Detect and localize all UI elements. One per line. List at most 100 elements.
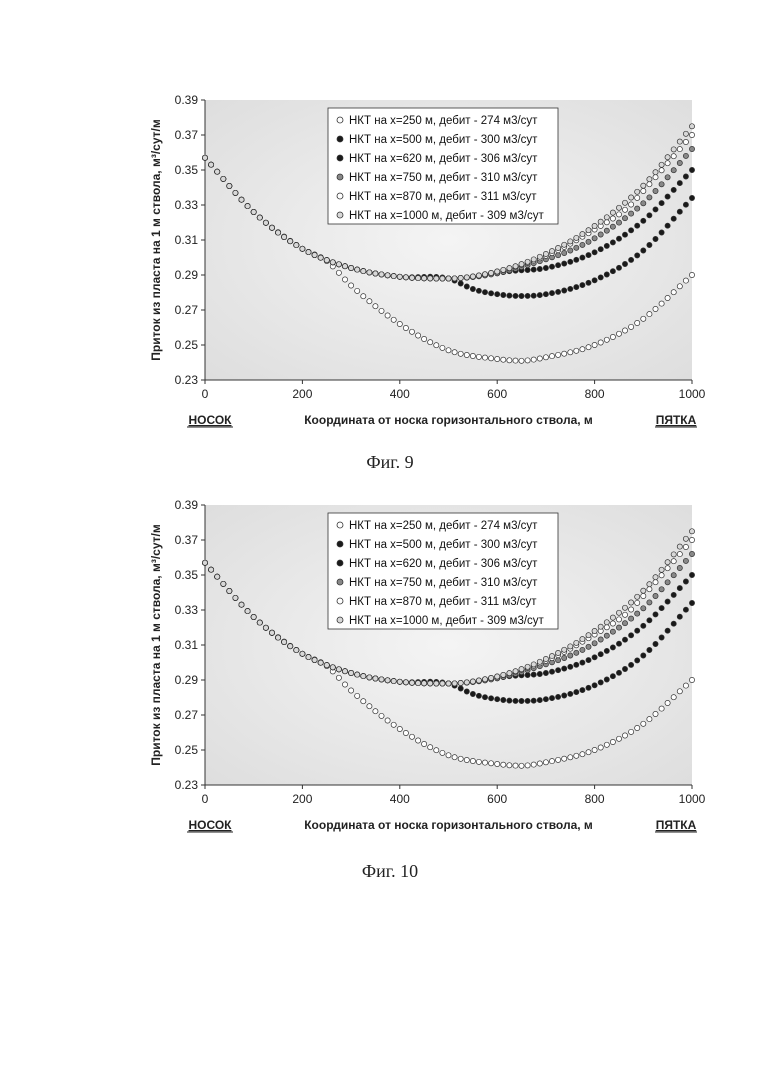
data-point xyxy=(677,209,682,214)
data-point xyxy=(440,276,445,281)
data-point xyxy=(434,276,439,281)
data-point xyxy=(434,748,439,753)
data-point xyxy=(446,681,451,686)
x-tick-label: 800 xyxy=(585,387,605,401)
y-tick-label: 0.31 xyxy=(175,638,199,652)
data-point xyxy=(355,693,360,698)
data-point xyxy=(342,682,347,687)
legend: НКТ на x=250 м, дебит - 274 м3/сутНКТ на… xyxy=(328,513,558,629)
data-point xyxy=(671,552,676,557)
data-point xyxy=(537,671,542,676)
data-point xyxy=(342,264,347,269)
data-point xyxy=(422,681,427,686)
data-point xyxy=(629,729,634,734)
data-point xyxy=(574,245,579,250)
data-point xyxy=(622,612,627,617)
data-point xyxy=(531,293,536,298)
data-point xyxy=(629,633,634,638)
data-point xyxy=(641,588,646,593)
data-point xyxy=(635,195,640,200)
data-point xyxy=(507,266,512,271)
data-point xyxy=(556,757,561,762)
legend-marker xyxy=(337,617,343,623)
data-point xyxy=(537,356,542,361)
data-point xyxy=(647,182,652,187)
data-point xyxy=(689,551,694,556)
data-point xyxy=(458,351,463,356)
data-point xyxy=(379,272,384,277)
data-point xyxy=(482,290,487,295)
data-point xyxy=(227,588,232,593)
data-point xyxy=(306,655,311,660)
data-point xyxy=(598,637,603,642)
data-point xyxy=(647,717,652,722)
data-point xyxy=(659,182,664,187)
data-point xyxy=(239,602,244,607)
data-point xyxy=(610,224,615,229)
data-point xyxy=(562,351,567,356)
data-point xyxy=(598,247,603,252)
data-point xyxy=(422,741,427,746)
data-point xyxy=(677,147,682,152)
data-point xyxy=(629,607,634,612)
data-point xyxy=(385,718,390,723)
data-point xyxy=(647,177,652,182)
data-point xyxy=(556,668,561,673)
data-point xyxy=(622,216,627,221)
data-point xyxy=(397,726,402,731)
data-point xyxy=(543,760,548,765)
data-point xyxy=(422,276,427,281)
data-point xyxy=(379,677,384,682)
data-point xyxy=(428,276,433,281)
data-point xyxy=(659,635,664,640)
legend: НКТ на x=250 м, дебит - 274 м3/сутНКТ на… xyxy=(328,108,558,224)
data-point xyxy=(677,689,682,694)
data-point xyxy=(580,637,585,642)
data-point xyxy=(610,210,615,215)
data-point xyxy=(580,283,585,288)
data-point xyxy=(604,228,609,233)
data-point xyxy=(635,600,640,605)
data-point xyxy=(476,354,481,359)
data-point xyxy=(659,201,664,206)
data-point xyxy=(604,215,609,220)
data-point xyxy=(446,348,451,353)
y-tick-label: 0.31 xyxy=(175,233,199,247)
data-point xyxy=(489,761,494,766)
data-point xyxy=(556,253,561,258)
data-point xyxy=(580,647,585,652)
data-point xyxy=(324,663,329,668)
data-point xyxy=(604,272,609,277)
data-point xyxy=(549,354,554,359)
data-point xyxy=(574,650,579,655)
data-point xyxy=(683,579,688,584)
data-point xyxy=(251,614,256,619)
data-point xyxy=(537,659,542,664)
data-point xyxy=(543,697,548,702)
data-point xyxy=(501,762,506,767)
data-point xyxy=(586,750,591,755)
legend-label: НКТ на x=1000 м, дебит - 309 м3/сут xyxy=(349,210,545,222)
data-point xyxy=(592,236,597,241)
data-point xyxy=(495,269,500,274)
legend-marker xyxy=(337,155,343,161)
data-point xyxy=(269,225,274,230)
data-point xyxy=(379,308,384,313)
data-point xyxy=(598,680,603,685)
data-point xyxy=(556,289,561,294)
data-point xyxy=(586,633,591,638)
data-point xyxy=(470,758,475,763)
data-point xyxy=(312,252,317,257)
data-point xyxy=(665,194,670,199)
data-point xyxy=(622,232,627,237)
legend-marker xyxy=(337,579,343,585)
data-point xyxy=(659,168,664,173)
data-point xyxy=(519,293,524,298)
data-point xyxy=(598,340,603,345)
data-point xyxy=(653,236,658,241)
data-point xyxy=(592,628,597,633)
data-point xyxy=(653,306,658,311)
data-point xyxy=(507,698,512,703)
data-point xyxy=(622,328,627,333)
data-point xyxy=(689,572,694,577)
